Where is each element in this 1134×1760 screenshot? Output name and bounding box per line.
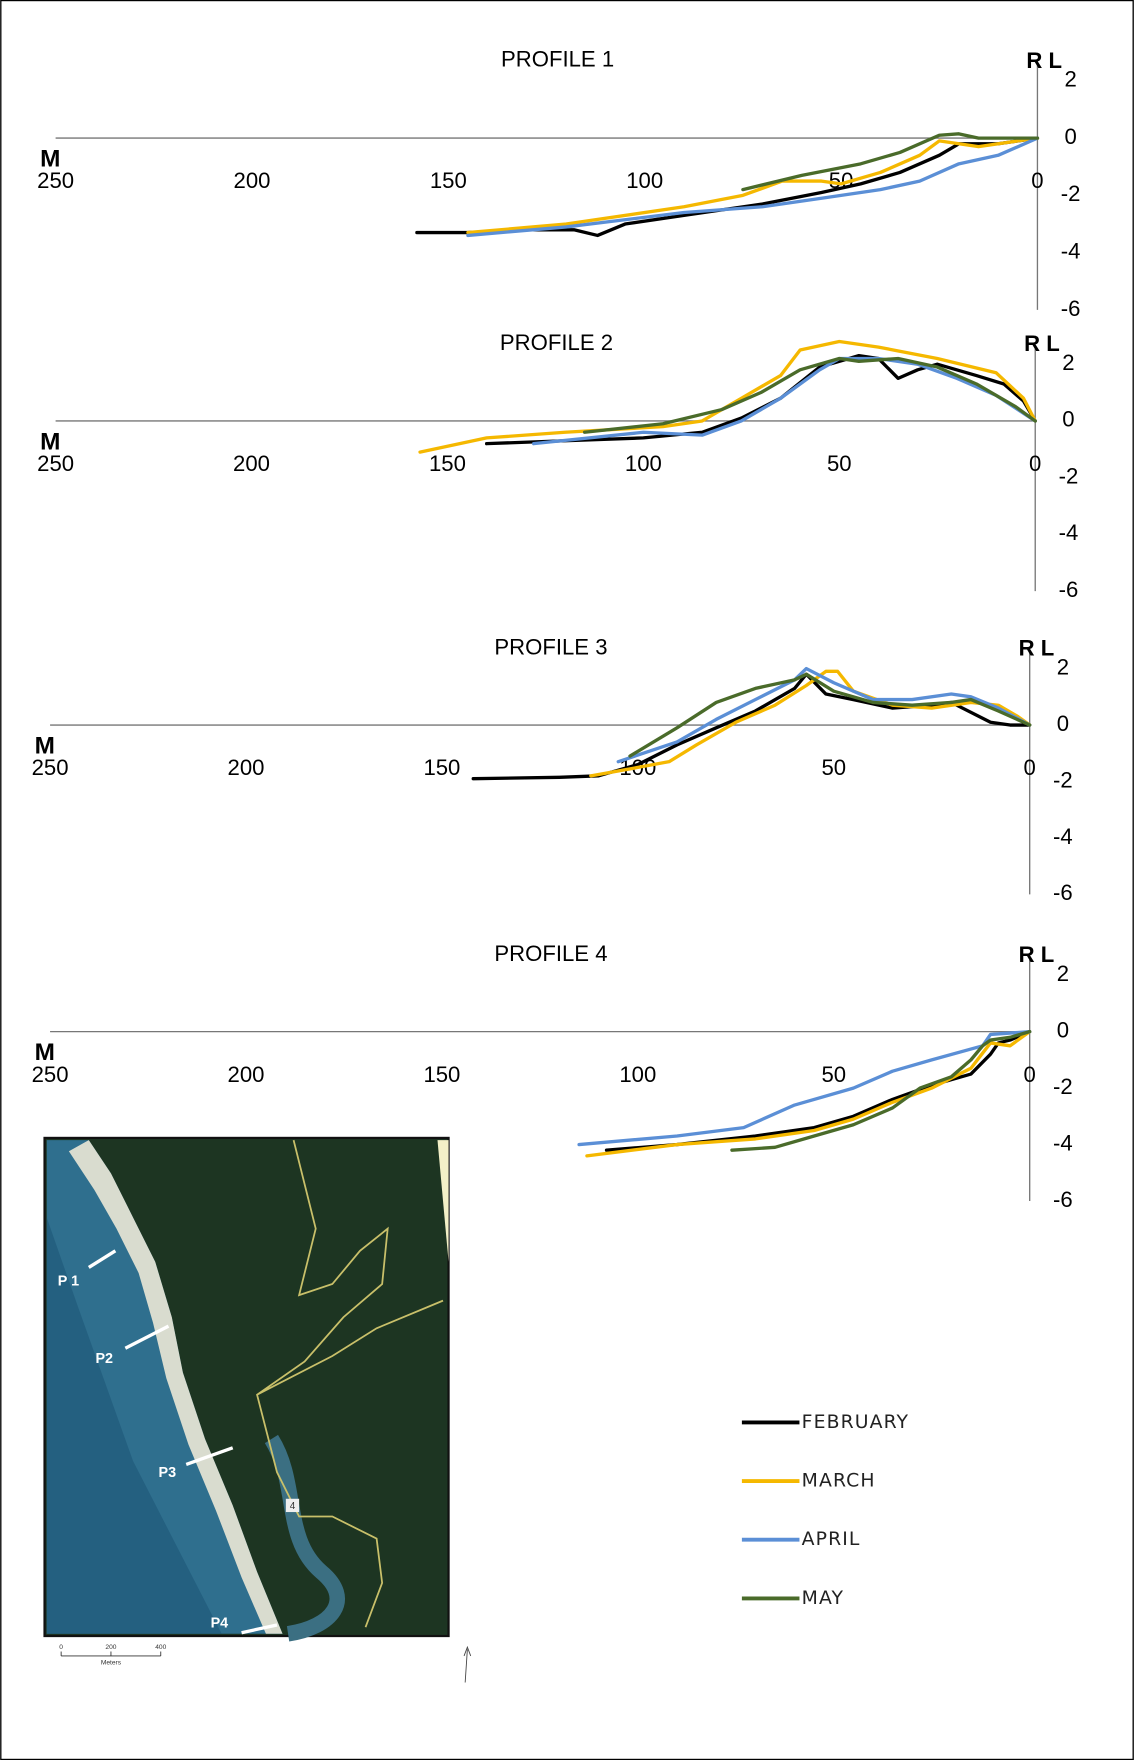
x-tick-label: 200 — [234, 168, 271, 193]
x-tick-label: 150 — [429, 451, 466, 476]
y-tick-label: -4 — [1053, 1130, 1073, 1155]
chart-title: PROFILE 4 — [494, 941, 607, 966]
map-label: P3 — [159, 1465, 177, 1481]
y-tick-label: -2 — [1053, 1074, 1073, 1099]
y-tick-label: -4 — [1061, 238, 1081, 263]
y-tick-label: 2 — [1064, 67, 1076, 92]
y-tick-label: 0 — [1064, 124, 1076, 149]
y-tick-label: -4 — [1053, 824, 1073, 849]
y-tick-label: -2 — [1053, 767, 1073, 792]
chart-title: PROFILE 3 — [494, 634, 607, 659]
y-tick-label: 0 — [1057, 711, 1069, 736]
y-tick-label: -4 — [1059, 520, 1079, 545]
y-tick-label: -6 — [1053, 880, 1073, 905]
y-tick-label: -6 — [1061, 296, 1081, 321]
x-tick-label: 150 — [430, 168, 467, 193]
x-tick-label: 200 — [228, 755, 265, 780]
x-tick-label: 100 — [619, 1062, 656, 1087]
legend-label: FEBRUARY — [802, 1412, 909, 1433]
x-tick-label: 200 — [233, 451, 270, 476]
y-tick-label: 2 — [1057, 961, 1069, 986]
y-tick-label: -2 — [1061, 181, 1081, 206]
figure: PROFILE 1MR L25020015010050020-2-4-6PROF… — [0, 0, 1134, 1760]
x-tick-label: 150 — [423, 755, 460, 780]
x-tick-label: 100 — [626, 168, 663, 193]
y-tick-label: -2 — [1059, 463, 1079, 488]
y-tick-label: 0 — [1057, 1017, 1069, 1042]
y-axis-label: R L — [1019, 636, 1055, 661]
x-tick-label: 250 — [37, 168, 74, 193]
y-tick-label: -6 — [1059, 577, 1079, 602]
y-tick-label: -6 — [1053, 1187, 1073, 1212]
map: 4 P 1 P2 P3 P4 0 200 400 Meters — [45, 1138, 471, 1683]
y-tick-label: 0 — [1062, 407, 1074, 432]
y-tick-label: 2 — [1057, 654, 1069, 679]
x-tick-label: 0 — [1031, 168, 1043, 193]
map-label: P 1 — [58, 1274, 79, 1290]
x-tick-label: 50 — [827, 451, 852, 476]
x-tick-label: 100 — [625, 451, 662, 476]
x-tick-label: 250 — [32, 1062, 69, 1087]
x-tick-label: 50 — [821, 1062, 846, 1087]
chart-title: PROFILE 2 — [500, 330, 613, 355]
legend-label: MARCH — [802, 1471, 876, 1492]
y-axis-label: R L — [1026, 48, 1062, 73]
map-label: P2 — [95, 1351, 113, 1367]
x-tick-label: 0 — [1024, 755, 1036, 780]
x-tick-label: 0 — [1029, 451, 1041, 476]
road-number: 4 — [290, 1501, 296, 1512]
x-tick-label: 0 — [1024, 1062, 1036, 1087]
x-tick-label: 250 — [37, 451, 74, 476]
legend-label: APRIL — [802, 1529, 861, 1550]
x-tick-label: 150 — [423, 1062, 460, 1087]
scale-label: 400 — [155, 1644, 166, 1651]
scale-label: 200 — [105, 1644, 116, 1651]
chart-title: PROFILE 1 — [501, 47, 614, 72]
y-axis-label: R L — [1019, 942, 1055, 967]
y-axis-label: R L — [1024, 331, 1060, 356]
scale-unit: Meters — [101, 1659, 122, 1666]
x-tick-label: 50 — [821, 755, 846, 780]
x-tick-label: 200 — [228, 1062, 265, 1087]
scale-label: 0 — [59, 1644, 63, 1651]
legend-label: MAY — [802, 1588, 844, 1609]
y-tick-label: 2 — [1062, 350, 1074, 375]
x-tick-label: 250 — [32, 755, 69, 780]
map-label: P4 — [211, 1616, 229, 1632]
